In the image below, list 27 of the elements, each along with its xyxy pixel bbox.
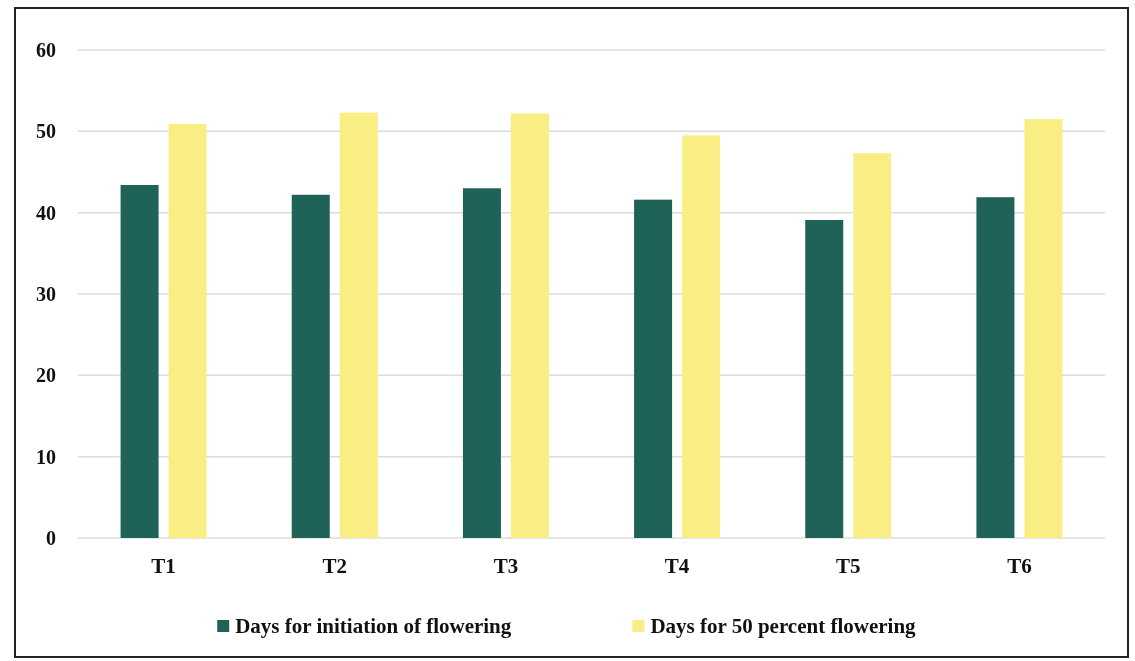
x-tick-label: T1 xyxy=(151,554,176,578)
x-tick-label: T5 xyxy=(835,554,861,578)
legend-label: Days for initiation of flowering xyxy=(235,614,512,639)
x-tick-label: T4 xyxy=(664,554,690,578)
bar xyxy=(805,219,844,538)
x-tick-label: T2 xyxy=(322,554,348,578)
bar xyxy=(1024,119,1063,538)
x-tick-label: T6 xyxy=(1007,554,1032,578)
bar xyxy=(853,153,892,538)
y-tick-label: 40 xyxy=(36,201,56,224)
bar xyxy=(462,188,501,538)
x-tick-label: T3 xyxy=(493,554,519,578)
y-tick-label: 60 xyxy=(36,39,56,61)
y-tick-label: 30 xyxy=(36,283,56,305)
bar xyxy=(634,199,673,538)
bar xyxy=(339,112,378,538)
y-tick-label: 10 xyxy=(36,445,56,468)
y-tick-label: 20 xyxy=(36,364,56,387)
bar xyxy=(168,124,207,538)
legend-label: Days for 50 percent flowering xyxy=(650,614,917,639)
bar xyxy=(510,113,549,538)
y-tick-label: 0 xyxy=(46,527,56,549)
bar xyxy=(120,185,159,538)
bar xyxy=(291,194,330,538)
bar xyxy=(976,197,1015,538)
bar xyxy=(682,135,721,538)
y-tick-label: 50 xyxy=(36,120,56,143)
